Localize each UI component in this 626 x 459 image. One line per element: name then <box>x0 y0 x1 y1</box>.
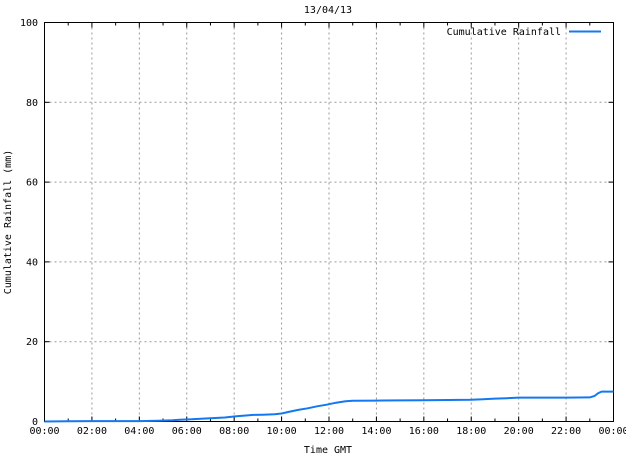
x-axis-title: Time GMT <box>304 445 352 456</box>
legend-label: Cumulative Rainfall <box>447 27 561 38</box>
x-tick-label: 00:00 <box>29 426 59 437</box>
y-tick-label: 60 <box>26 178 38 189</box>
x-tick-label: 00:00 <box>598 426 626 437</box>
x-tick-label: 06:00 <box>172 426 202 437</box>
x-tick-label: 22:00 <box>551 426 581 437</box>
y-tick-label: 40 <box>26 257 38 268</box>
x-tick-label: 02:00 <box>77 426 107 437</box>
x-tick-labels: 00:00 02:00 04:00 06:00 08:00 10:00 12:00 14:00… <box>29 426 626 437</box>
x-tick-label: 18:00 <box>456 426 486 437</box>
x-tick-label: 08:00 <box>219 426 249 437</box>
x-tick-label: 12:00 <box>314 426 344 437</box>
chart-generated-layers: 00:00 02:00 04:00 06:00 08:00 10:00 12:00 14:00… <box>20 18 626 437</box>
y-tick-label: 20 <box>26 337 38 348</box>
x-tick-label: 20:00 <box>504 426 534 437</box>
x-tick-label: 04:00 <box>124 426 154 437</box>
grid-lines <box>44 22 614 422</box>
y-tick-label: 100 <box>20 18 38 29</box>
y-ticks <box>44 22 614 422</box>
x-ticks <box>44 22 614 422</box>
chart-title: 13/04/13 <box>304 5 352 16</box>
plot-border <box>44 22 614 422</box>
y-tick-label: 0 <box>32 417 38 428</box>
rainfall-line <box>44 390 614 423</box>
y-axis-title: Cumulative Rainfall (mm) <box>3 150 14 295</box>
x-tick-label: 14:00 <box>361 426 391 437</box>
y-tick-labels: 0 20 40 60 80 100 <box>20 18 38 428</box>
y-tick-label: 80 <box>26 98 38 109</box>
x-tick-label: 10:00 <box>267 426 297 437</box>
x-tick-label: 16:00 <box>409 426 439 437</box>
